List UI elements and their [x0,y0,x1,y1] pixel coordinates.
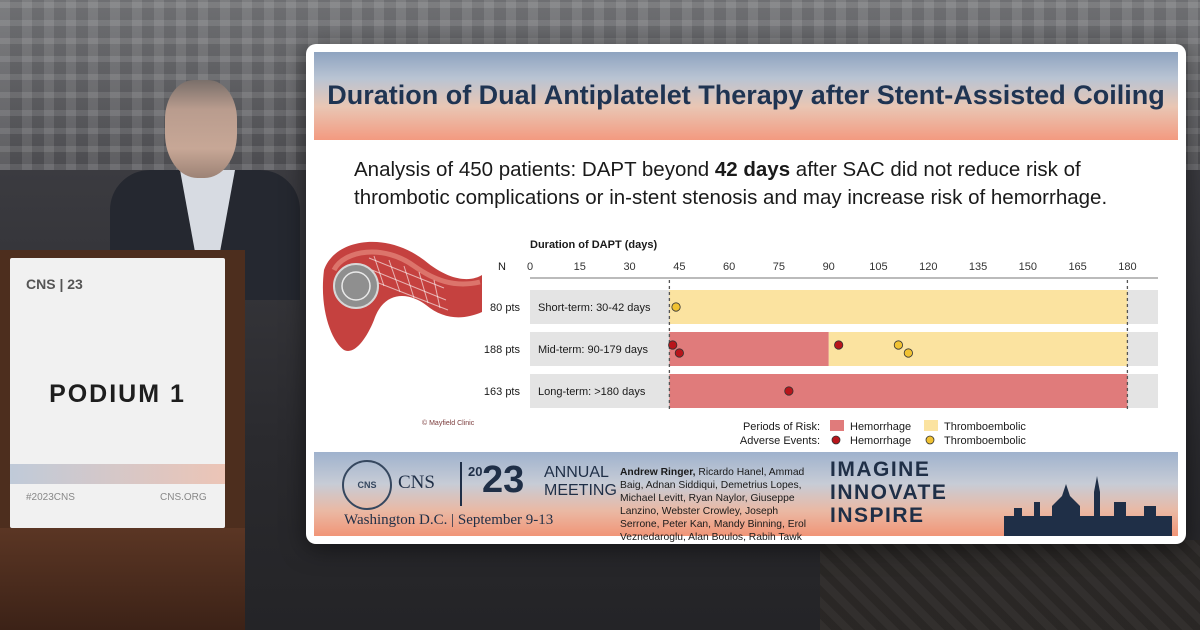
meeting-label: MEETING [544,482,617,499]
tagline-innovate: INNOVATE [830,481,948,504]
thromboembolic-period-bar [828,332,1128,366]
x-tick-label: 150 [1019,261,1037,273]
hemorrhage-event-dot [784,386,794,396]
summary-bold: 42 days [714,158,791,181]
legend-hemorrhage-period: Hemorrhage [850,421,911,433]
title-band: Duration of Dual Antiplatelet Therapy af… [314,52,1178,140]
legend-thromboembolic-period: Thromboembolic [944,421,1026,433]
x-tick-label: 105 [869,261,887,273]
skyline-shape [1004,476,1172,536]
x-tick-label: 75 [773,261,785,273]
aneurysm-coil [333,263,379,309]
footer-band: CNS CNS 20 23 ANNUAL MEETING Washington … [314,452,1178,543]
meeting-location: Washington D.C. | September 9-13 [344,512,554,528]
legend-periods-label: Periods of Risk: [743,421,820,433]
vessel-highlight [331,249,481,287]
slide-title: Duration of Dual Antiplatelet Therapy af… [327,80,1165,110]
row-label: Mid-term: 90-179 days [538,344,649,356]
tagline-inspire: INSPIRE [830,504,925,527]
annual-meeting: ANNUAL MEETING [544,464,617,500]
annual-label: ANNUAL [544,464,609,481]
stent-cross [373,255,441,309]
dc-skyline [1004,476,1172,536]
summary-part2: after SAC did not reduce risk of thrombo… [354,158,1108,209]
x-tick-label: 165 [1068,261,1086,273]
row-n-label: 163 pts [484,386,521,398]
hemorrhage-event-dot [674,348,684,358]
podium-sign: CNS | 23 PODIUM 1 #2023CNS CNS.ORG [10,258,225,528]
legend-events-label: Adverse Events: [740,435,820,447]
podium-strip [10,464,225,484]
summary-text: Analysis of 450 patients: DAPT beyond 42… [354,156,1154,212]
thromboembolic-event-dot [903,348,913,358]
legend-thromboembolic-swatch [924,420,938,431]
x-tick-label: 15 [574,261,586,273]
podium-hashtag: #2023CNS [26,492,75,503]
slide-card: Duration of Dual Antiplatelet Therapy af… [306,44,1186,544]
podium-logo: CNS | 23 [26,276,83,292]
legend-hemorrhage-event: Hemorrhage [850,435,911,447]
tagline: IMAGINE INNOVATE INSPIRE [830,458,947,527]
thromboembolic-period-bar [669,290,1128,324]
n-column-header: N [498,261,506,273]
aneurysm-coil-inner [341,271,371,301]
x-tick-label: 180 [1118,261,1136,273]
x-tick-label: 30 [623,261,635,273]
cns-seal: CNS [342,460,392,510]
x-tick-label: 0 [527,261,533,273]
dapt-chart: © Mayfield Clinic Duration of DAPT (days… [314,230,1178,452]
row-label: Long-term: >180 days [538,386,646,398]
thromboembolic-event-dot [671,302,681,312]
stent-illustration [322,241,482,351]
slide: Duration of Dual Antiplatelet Therapy af… [314,52,1178,543]
x-axis-title: Duration of DAPT (days) [530,239,657,251]
x-tick-label: 45 [673,261,685,273]
tagline-imagine: IMAGINE [830,458,931,481]
podium-label: PODIUM 1 [49,380,186,408]
authors: Andrew Ringer, Ricardo Hanel, Ammad Baig… [620,466,820,544]
hemorrhage-event-dot [668,340,678,350]
x-tick-label: 120 [919,261,937,273]
legend-hemorrhage-dot [831,435,841,445]
footer-divider [460,462,462,506]
co-authors: Ricardo Hanel, Ammad Baig, Adnan Siddiqu… [620,467,807,543]
image-credit: © Mayfield Clinic [422,420,475,427]
thromboembolic-event-dot [893,340,904,350]
podium-base [0,528,245,630]
row-n-label: 80 pts [490,302,520,314]
cns-wordmark: CNS [398,472,435,493]
legend-hemorrhage-swatch [830,420,844,431]
legend-thromboembolic-event: Thromboembolic [944,435,1026,447]
year-big: 23 [482,459,525,501]
summary-part1: Analysis of 450 patients: DAPT beyond [354,158,715,181]
x-tick-label: 90 [823,261,835,273]
year-small: 20 [468,464,483,479]
speaker-head [165,80,237,178]
x-tick-label: 135 [969,261,987,273]
hemorrhage-period-bar [669,332,829,366]
row-label: Short-term: 30-42 days [538,302,651,314]
hemorrhage-period-bar [669,374,1128,408]
lead-author: Andrew Ringer, [620,467,696,478]
legend-thromboembolic-dot [925,435,935,445]
chart-svg: Duration of DAPT (days) N 0 15 30 45 60 75 90 105… [484,239,1158,447]
row-n-label: 188 pts [484,344,521,356]
x-tick-label: 60 [723,261,735,273]
hemorrhage-event-dot [834,340,844,350]
podium-url: CNS.ORG [160,492,207,503]
carpet [820,540,1200,630]
